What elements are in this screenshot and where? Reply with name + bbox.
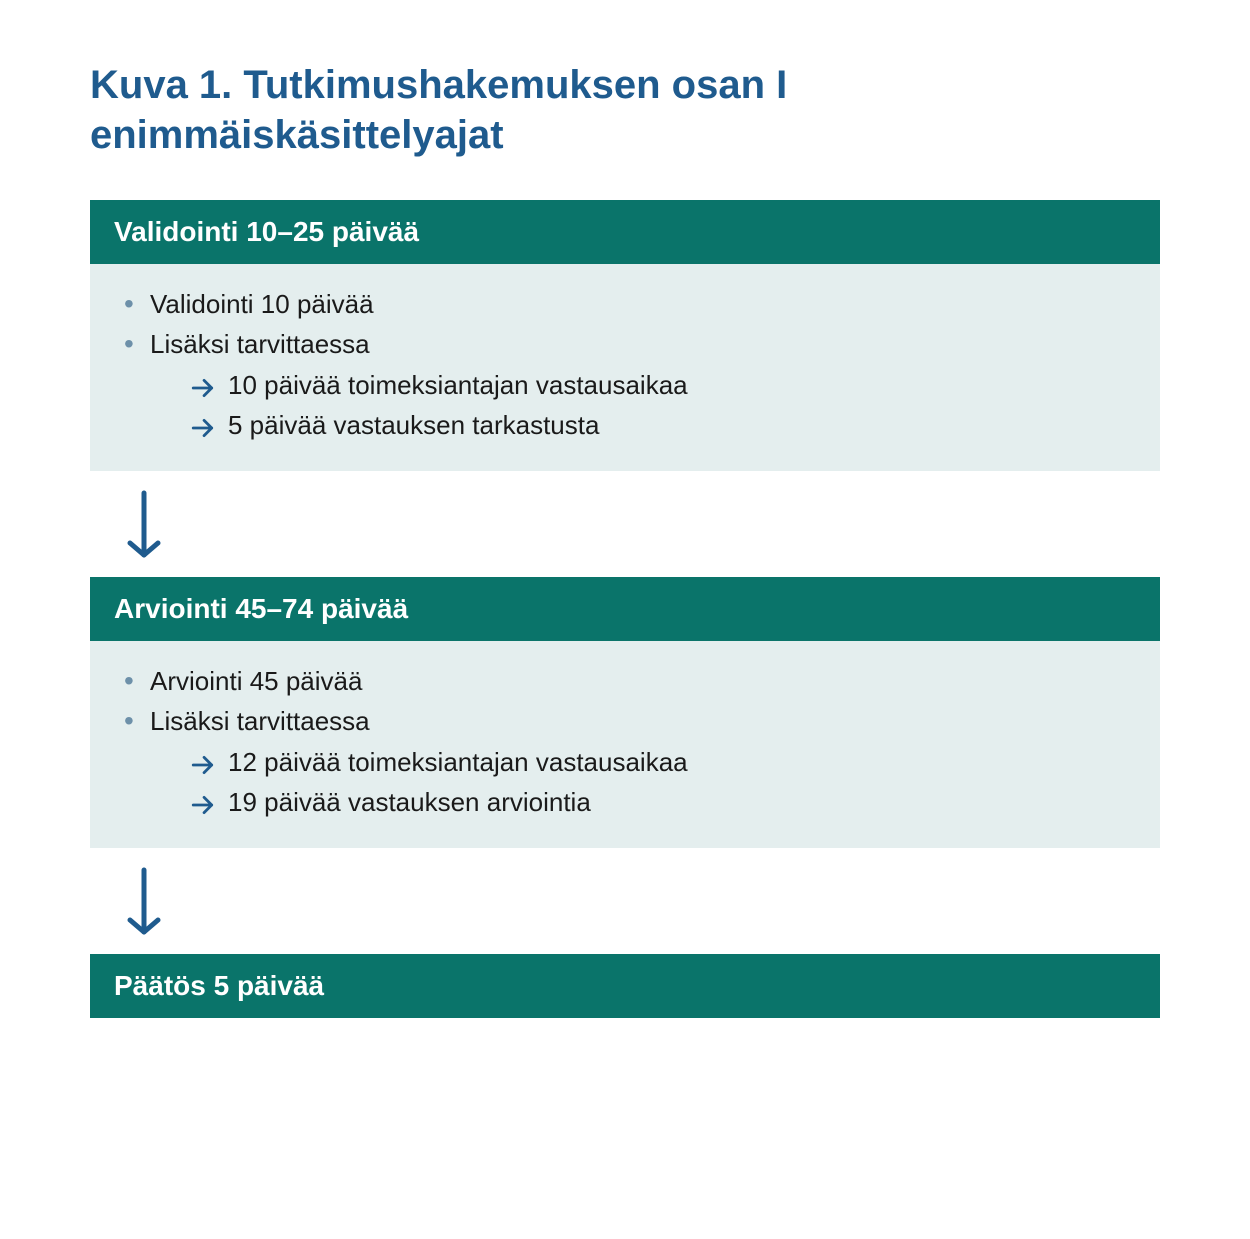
list-item: Lisäksi tarvittaessa 10 päivää toimeksia… — [114, 324, 1136, 445]
sub-list-item: 10 päivää toimeksiantajan vastausaikaa — [150, 365, 1136, 405]
list-item-text: Lisäksi tarvittaessa — [150, 706, 370, 736]
list-item-text: Arviointi 45 päivää — [150, 666, 362, 696]
section-header: Arviointi 45–74 päivää — [90, 577, 1160, 641]
arrow-right-icon — [190, 749, 216, 775]
bullet-list: Validointi 10 päivää Lisäksi tarvittaessa… — [114, 284, 1136, 445]
sub-list-item: 5 päivää vastauksen tarkastusta — [150, 405, 1136, 445]
arrow-down-icon — [90, 471, 1160, 577]
sub-list-item: 12 päivää toimeksiantajan vastausaikaa — [150, 742, 1136, 782]
figure-title: Kuva 1. Tutkimushakemuksen osan I enimmä… — [90, 60, 1160, 160]
section-header: Validointi 10–25 päivää — [90, 200, 1160, 264]
section-body: Validointi 10 päivää Lisäksi tarvittaessa… — [90, 264, 1160, 471]
sub-list-item-text: 12 päivää toimeksiantajan vastausaikaa — [228, 747, 688, 777]
sub-list-item-text: 5 päivää vastauksen tarkastusta — [228, 410, 599, 440]
arrow-down-icon — [90, 848, 1160, 954]
arrow-right-icon — [190, 372, 216, 398]
section-body: Arviointi 45 päivää Lisäksi tarvittaessa … — [90, 641, 1160, 848]
sub-list: 10 päivää toimeksiantajan vastausaikaa 5… — [150, 365, 1136, 446]
sub-list-item-text: 19 päivää vastauksen arviointia — [228, 787, 591, 817]
arrow-right-icon — [190, 412, 216, 438]
sub-list-item-text: 10 päivää toimeksiantajan vastausaikaa — [228, 370, 688, 400]
list-item-text: Validointi 10 päivää — [150, 289, 374, 319]
list-item: Lisäksi tarvittaessa 12 päivää toimeksia… — [114, 701, 1136, 822]
flow-section: Päätös 5 päivää — [90, 954, 1160, 1018]
list-item-text: Lisäksi tarvittaessa — [150, 329, 370, 359]
flow-container: Validointi 10–25 päivää Validointi 10 päi… — [90, 200, 1160, 1018]
list-item: Validointi 10 päivää — [114, 284, 1136, 324]
flow-section: Arviointi 45–74 päivää Arviointi 45 päivä… — [90, 577, 1160, 848]
flow-section: Validointi 10–25 päivää Validointi 10 päi… — [90, 200, 1160, 471]
section-header: Päätös 5 päivää — [90, 954, 1160, 1018]
sub-list-item: 19 päivää vastauksen arviointia — [150, 782, 1136, 822]
list-item: Arviointi 45 päivää — [114, 661, 1136, 701]
bullet-list: Arviointi 45 päivää Lisäksi tarvittaessa … — [114, 661, 1136, 822]
arrow-right-icon — [190, 789, 216, 815]
sub-list: 12 päivää toimeksiantajan vastausaikaa 1… — [150, 742, 1136, 823]
